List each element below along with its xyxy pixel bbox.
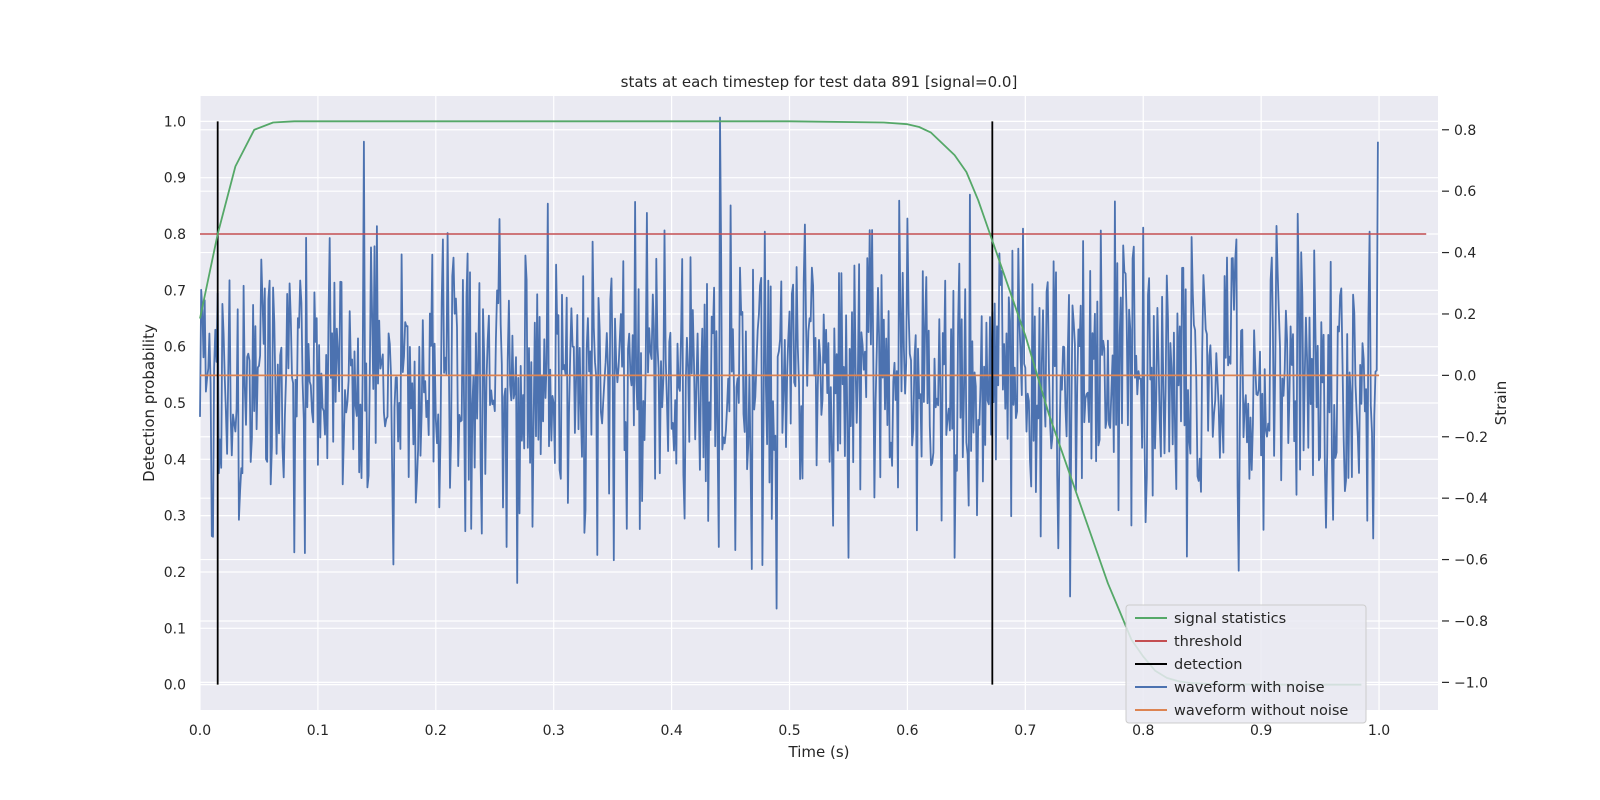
x-tick-label: 0.5 (778, 723, 800, 739)
x-tick-label: 0.9 (1250, 723, 1272, 739)
y2-tick-label: 0.8 (1454, 123, 1476, 139)
x-tick-label: 0.0 (189, 723, 211, 739)
x-tick-label: 0.2 (425, 723, 447, 739)
legend-label: threshold (1174, 634, 1242, 650)
legend-label: waveform without noise (1174, 703, 1348, 719)
y-tick-label: 0.2 (164, 565, 186, 581)
x-tick-label: 0.6 (896, 723, 918, 739)
y-tick-label: 0.6 (164, 340, 186, 356)
y2-tick-label: 0.2 (1454, 307, 1476, 323)
y-tick-label: 0.9 (164, 171, 186, 187)
y-tick-label: 0.3 (164, 509, 186, 525)
y-tick-label: 0.5 (164, 396, 186, 412)
y2-axis-title: Strain (1492, 381, 1510, 425)
x-tick-label: 0.1 (307, 723, 329, 739)
y-tick-label: 0.4 (164, 452, 186, 468)
legend-label: waveform with noise (1174, 680, 1325, 696)
y2-tick-label: −0.2 (1454, 430, 1488, 446)
y2-tick-label: −0.8 (1454, 614, 1488, 630)
x-tick-label: 0.3 (543, 723, 565, 739)
legend-label: detection (1174, 657, 1242, 673)
y-tick-label: 0.0 (164, 678, 186, 694)
y2-tick-label: −0.4 (1454, 491, 1488, 507)
chart-title: stats at each timestep for test data 891… (621, 73, 1018, 91)
legend-label: signal statistics (1174, 611, 1286, 627)
x-axis: 0.0 0.1 0.2 0.3 0.4 0.5 0.6 0.7 0.8 0.9 1.0 (189, 723, 1390, 739)
y2-tick-label: −1.0 (1454, 675, 1488, 691)
y2-tick-label: 0.0 (1454, 368, 1476, 384)
y2-tick-label: 0.6 (1454, 184, 1476, 200)
x-axis-title: Time (s) (788, 743, 850, 761)
y-axis-right: −1.0 −0.8 −0.6 −0.4 −0.2 0.0 0.2 0.4 0.6 0.8 (1442, 123, 1488, 691)
y-axis-left: 0.0 0.1 0.2 0.3 0.4 0.5 0.6 0.7 0.8 0.9 1.0 (164, 114, 186, 693)
series-waveform-with-noise (199, 116, 1379, 610)
y-tick-label: 1.0 (164, 114, 186, 130)
legend: signal statistics threshold detection wavef… (1125, 604, 1367, 724)
y2-tick-label: 0.4 (1454, 246, 1476, 262)
x-tick-label: 0.7 (1014, 723, 1036, 739)
x-tick-label: 0.8 (1132, 723, 1154, 739)
y-tick-label: 0.1 (164, 621, 186, 637)
legend-box (1125, 604, 1367, 724)
y-tick-label: 0.7 (164, 283, 186, 299)
x-tick-label: 0.4 (660, 723, 682, 739)
y2-tick-label: −0.6 (1454, 553, 1488, 569)
y-tick-label: 0.8 (164, 227, 186, 243)
x-tick-label: 1.0 (1368, 723, 1390, 739)
y-axis-title: Detection probability (140, 324, 158, 482)
